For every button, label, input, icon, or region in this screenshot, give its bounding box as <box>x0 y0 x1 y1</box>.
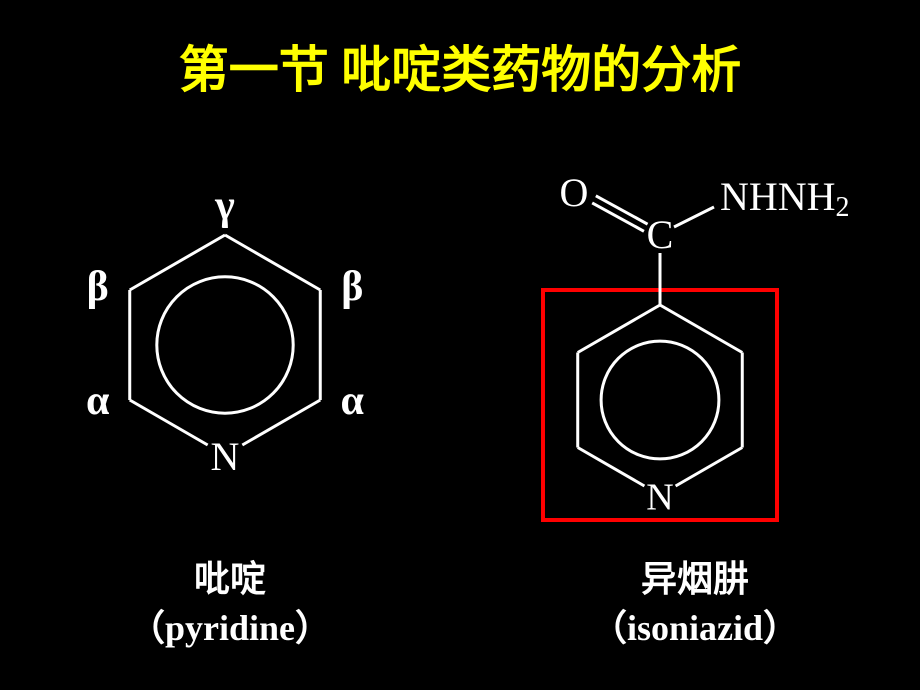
beta-right-label: β <box>341 264 363 310</box>
isoniazid-structure: N C O NHNH2 <box>480 90 910 550</box>
nitrogen-label-right: N <box>646 477 673 519</box>
nitrogen-label: N <box>211 434 240 479</box>
beta-left-label: β <box>87 264 109 310</box>
alpha-left-label: α <box>86 378 110 424</box>
isoniazid-caption: 异烟肼 （isoniazid） <box>525 555 865 652</box>
alpha-right-label: α <box>341 378 365 424</box>
carbon-label: C <box>647 212 674 257</box>
isoniazid-name-en: （isoniazid） <box>591 608 799 648</box>
gamma-label: γ <box>214 183 235 229</box>
oxygen-label: O <box>560 170 589 215</box>
pyridine-structure: N γ β β α α <box>55 130 395 530</box>
isoniazid-name-cn: 异烟肼 <box>641 559 749 599</box>
pyridine-name-cn: 吡啶 <box>194 559 266 599</box>
pyridine-caption: 吡啶 （pyridine） <box>70 555 390 652</box>
hydrazide-label: NHNH2 <box>720 174 850 223</box>
pyridine-name-en: （pyridine） <box>129 608 331 648</box>
diagram-area: N γ β β α α N C O NHNH2 <box>0 130 920 550</box>
